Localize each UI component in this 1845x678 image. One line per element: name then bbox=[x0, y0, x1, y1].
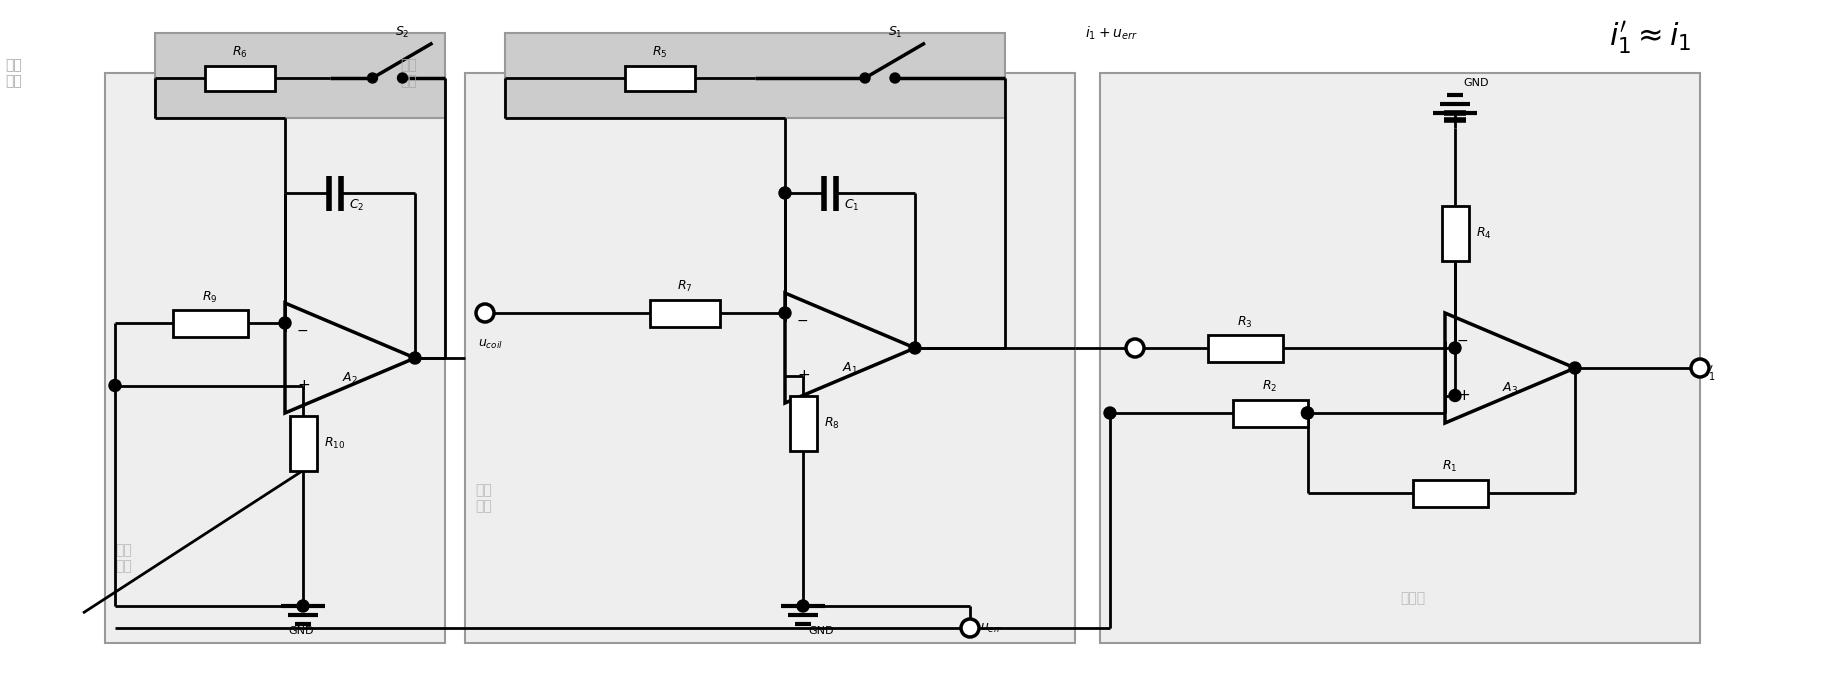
Text: $A_2$: $A_2$ bbox=[341, 370, 358, 386]
Text: +: + bbox=[797, 368, 810, 383]
Circle shape bbox=[367, 73, 378, 83]
Circle shape bbox=[1103, 407, 1116, 419]
Bar bbox=[1207, 334, 1282, 361]
Circle shape bbox=[1448, 342, 1461, 354]
Text: $u_{coil}$: $u_{coil}$ bbox=[478, 338, 502, 351]
Text: +: + bbox=[297, 378, 310, 393]
Text: $R_4$: $R_4$ bbox=[1476, 226, 1493, 241]
Bar bbox=[205, 66, 275, 90]
Circle shape bbox=[889, 73, 900, 83]
Text: GND: GND bbox=[808, 626, 834, 636]
Circle shape bbox=[410, 352, 421, 364]
Circle shape bbox=[109, 380, 122, 391]
Text: GND: GND bbox=[288, 626, 314, 636]
Circle shape bbox=[1301, 407, 1314, 419]
Text: 复位
电路: 复位 电路 bbox=[6, 58, 22, 88]
Text: $A_1$: $A_1$ bbox=[841, 361, 858, 376]
Bar bbox=[155, 33, 445, 118]
Circle shape bbox=[779, 307, 792, 319]
Text: $i_1'$: $i_1'$ bbox=[1705, 363, 1716, 382]
Circle shape bbox=[476, 304, 494, 322]
Bar bbox=[290, 416, 317, 471]
Text: $C_1$: $C_1$ bbox=[843, 198, 860, 213]
Text: $R_3$: $R_3$ bbox=[1238, 315, 1253, 330]
Circle shape bbox=[961, 619, 980, 637]
Bar bbox=[649, 300, 720, 327]
Circle shape bbox=[910, 342, 921, 354]
Text: 减法器: 减法器 bbox=[1400, 591, 1424, 605]
Circle shape bbox=[279, 317, 292, 329]
Circle shape bbox=[297, 600, 308, 612]
Text: −: − bbox=[297, 323, 308, 338]
Text: $u_{err}$: $u_{err}$ bbox=[980, 622, 1004, 635]
Text: $R_7$: $R_7$ bbox=[677, 279, 692, 294]
Text: $R_9$: $R_9$ bbox=[203, 290, 218, 304]
Circle shape bbox=[1692, 359, 1708, 377]
Circle shape bbox=[1568, 362, 1581, 374]
Text: $R_1$: $R_1$ bbox=[1443, 460, 1458, 475]
Bar bbox=[172, 309, 247, 336]
Text: $R_5$: $R_5$ bbox=[653, 45, 668, 60]
Text: +: + bbox=[1458, 388, 1470, 403]
Text: $S_1$: $S_1$ bbox=[887, 25, 902, 40]
Text: $R_{10}$: $R_{10}$ bbox=[325, 435, 345, 451]
Text: $S_2$: $S_2$ bbox=[395, 25, 410, 40]
Bar bbox=[625, 66, 696, 90]
Text: $i_1'\approx i_1$: $i_1'\approx i_1$ bbox=[1609, 19, 1692, 57]
Text: $R_8$: $R_8$ bbox=[825, 416, 839, 431]
Text: 副积
分器: 副积 分器 bbox=[114, 543, 131, 573]
Circle shape bbox=[1448, 389, 1461, 401]
Text: $A_3$: $A_3$ bbox=[1502, 380, 1518, 395]
Text: −: − bbox=[797, 313, 808, 327]
Bar bbox=[465, 73, 1076, 643]
Bar bbox=[1441, 205, 1469, 260]
Text: $R_6$: $R_6$ bbox=[232, 45, 247, 60]
Bar bbox=[1413, 479, 1487, 506]
Circle shape bbox=[860, 73, 871, 83]
Bar bbox=[506, 33, 1006, 118]
Text: 复位
电路: 复位 电路 bbox=[400, 58, 417, 88]
Circle shape bbox=[1125, 339, 1144, 357]
Text: −: − bbox=[1458, 334, 1469, 348]
Bar bbox=[1100, 73, 1699, 643]
Circle shape bbox=[1301, 407, 1314, 419]
Text: $i_1+u_{err}$: $i_1+u_{err}$ bbox=[1085, 24, 1138, 42]
Bar bbox=[105, 73, 445, 643]
Bar bbox=[790, 395, 817, 450]
Circle shape bbox=[397, 73, 408, 83]
Bar bbox=[1232, 399, 1308, 426]
Text: $R_2$: $R_2$ bbox=[1262, 380, 1277, 395]
Text: GND: GND bbox=[1463, 78, 1489, 88]
Text: 主积
分器: 主积 分器 bbox=[474, 483, 493, 513]
Circle shape bbox=[779, 187, 792, 199]
Circle shape bbox=[797, 600, 808, 612]
Text: $C_2$: $C_2$ bbox=[349, 198, 363, 213]
